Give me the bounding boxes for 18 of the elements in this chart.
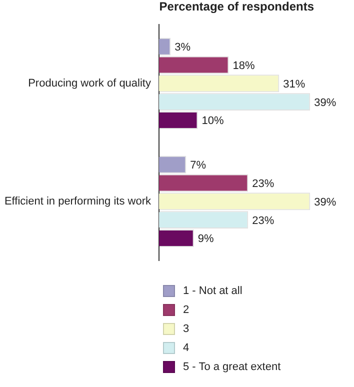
legend-label: 5 - To a great extent (183, 360, 281, 372)
data-label: 39% (314, 96, 336, 109)
data-label: 18% (232, 60, 255, 72)
data-label: 31% (283, 78, 306, 90)
legend-label: 2 (183, 304, 190, 316)
legend-label: 3 (183, 322, 190, 334)
data-label: 39% (314, 196, 336, 208)
y-tick-label: Efficient in performing its work (4, 195, 152, 208)
data-label: 23% (252, 214, 274, 227)
legend-label: 1 - Not at all (183, 284, 242, 296)
data-label: 7% (190, 160, 206, 172)
chart-title: Percentage of respondents (159, 0, 314, 14)
y-tick-label: Producing work of quality (28, 77, 152, 90)
data-label: 10% (202, 115, 224, 128)
data-label: 9% (198, 233, 214, 246)
legend-label: 4 (183, 342, 190, 354)
data-label: 23% (252, 178, 274, 190)
data-label: 3% (174, 42, 191, 54)
